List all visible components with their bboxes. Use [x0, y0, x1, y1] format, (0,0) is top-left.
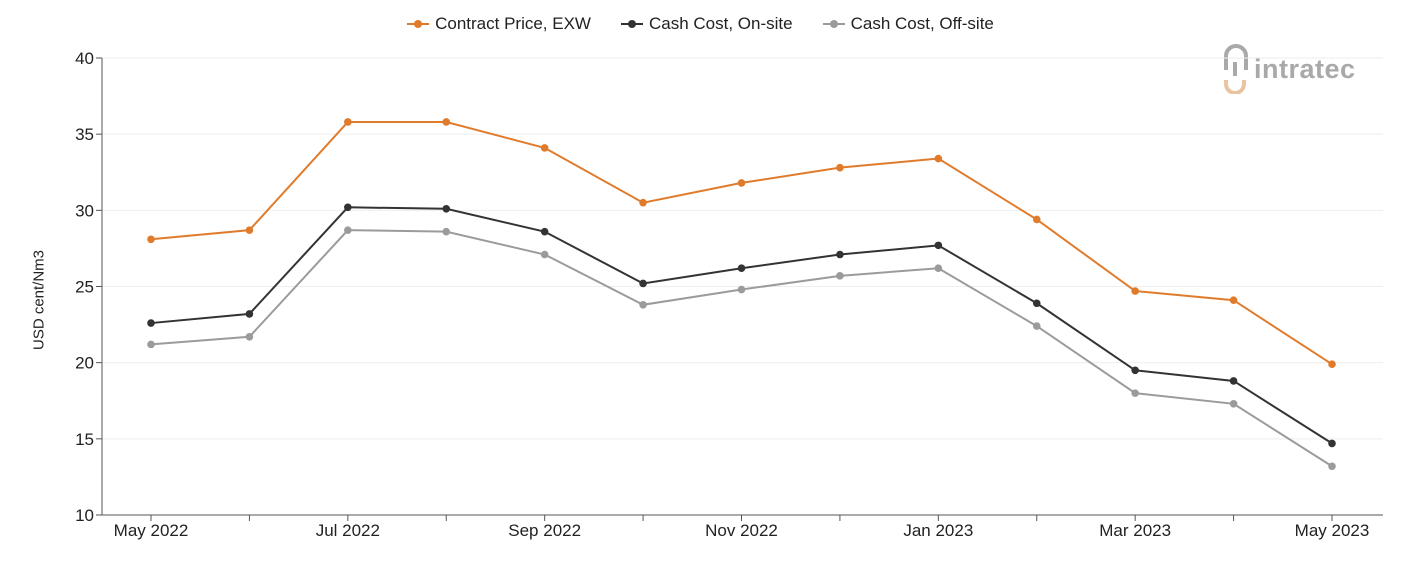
y-tick-label: 10	[75, 506, 94, 525]
data-point-cash-cost-off-site	[836, 272, 844, 280]
data-point-cash-cost-off-site	[737, 285, 746, 294]
data-point-cash-cost-on-site	[344, 203, 352, 212]
data-point-cash-cost-on-site	[836, 250, 844, 259]
intratec-logo-mark-icon	[1224, 44, 1248, 94]
data-point-cash-cost-off-site	[1131, 389, 1139, 397]
data-point-cash-cost-off-site	[1229, 399, 1238, 408]
data-point-cash-cost-off-site	[1032, 322, 1041, 330]
data-point-cash-cost-off-site	[442, 227, 451, 236]
data-point-cash-cost-off-site	[540, 250, 549, 259]
data-point-cash-cost-on-site	[1229, 377, 1238, 385]
y-tick-label: 40	[75, 49, 94, 68]
data-point-contract-price-exw	[934, 154, 943, 163]
legend-swatch-contract-price	[407, 18, 430, 30]
legend-swatch-cash-cost-onsite	[620, 18, 643, 30]
y-tick-label: 30	[75, 201, 94, 220]
legend-item-cash-cost-onsite[interactable]: Cash Cost, On-site	[620, 14, 793, 34]
data-point-contract-price-exw	[245, 226, 254, 234]
series-line-cash-cost-on-site	[150, 206, 1333, 445]
data-point-contract-price-exw	[836, 163, 844, 172]
data-point-contract-price-exw	[147, 235, 155, 244]
data-point-cash-cost-off-site	[344, 226, 352, 234]
legend-label-cash-cost-onsite: Cash Cost, On-site	[648, 14, 793, 33]
x-tick-label: Jan 2023	[903, 521, 973, 540]
data-point-contract-price-exw	[1328, 360, 1336, 368]
legend-label-contract-price: Contract Price, EXW	[435, 14, 591, 33]
data-point-cash-cost-on-site	[245, 310, 254, 318]
series-line-contract-price-exw	[150, 120, 1333, 366]
data-point-contract-price-exw	[442, 118, 451, 126]
data-point-cash-cost-on-site	[639, 279, 647, 288]
data-point-cash-cost-on-site	[442, 205, 451, 213]
y-tick-label: 35	[75, 125, 94, 144]
x-tick-label: Jul 2022	[316, 521, 380, 540]
data-point-cash-cost-off-site	[1328, 462, 1336, 471]
data-point-cash-cost-on-site	[540, 227, 549, 236]
data-point-cash-cost-on-site	[1131, 366, 1139, 375]
data-point-contract-price-exw	[1032, 215, 1041, 224]
x-tick-label: Nov 2022	[705, 521, 778, 540]
legend: Contract Price, EXW Cash Cost, On-site C…	[0, 14, 1401, 34]
legend-label-cash-cost-offsite: Cash Cost, Off-site	[850, 14, 994, 33]
legend-item-contract-price[interactable]: Contract Price, EXW	[407, 14, 591, 34]
data-point-cash-cost-on-site	[737, 264, 746, 273]
data-point-cash-cost-off-site	[245, 332, 254, 341]
x-tick-label: May 2022	[114, 521, 189, 540]
data-point-cash-cost-off-site	[147, 340, 155, 349]
y-tick-label: 20	[75, 354, 94, 373]
data-point-contract-price-exw	[737, 179, 746, 187]
data-point-cash-cost-on-site	[1032, 299, 1041, 308]
data-point-contract-price-exw	[344, 118, 352, 126]
data-point-cash-cost-off-site	[639, 300, 647, 309]
x-tick-label: Mar 2023	[1099, 521, 1171, 540]
data-point-contract-price-exw	[540, 144, 549, 152]
data-point-contract-price-exw	[639, 198, 647, 207]
y-tick-label: 25	[75, 278, 94, 297]
data-point-contract-price-exw	[1131, 287, 1139, 295]
data-point-cash-cost-on-site	[147, 319, 155, 327]
legend-swatch-cash-cost-offsite	[822, 18, 845, 30]
legend-item-cash-cost-offsite[interactable]: Cash Cost, Off-site	[822, 14, 994, 34]
x-tick-label: Sep 2022	[508, 521, 581, 540]
data-point-cash-cost-on-site	[934, 241, 943, 250]
y-tick-label: 15	[75, 430, 94, 449]
data-point-cash-cost-on-site	[1328, 439, 1336, 448]
data-point-cash-cost-off-site	[934, 264, 943, 273]
data-point-contract-price-exw	[1229, 296, 1238, 305]
x-tick-label: May 2023	[1295, 521, 1370, 540]
